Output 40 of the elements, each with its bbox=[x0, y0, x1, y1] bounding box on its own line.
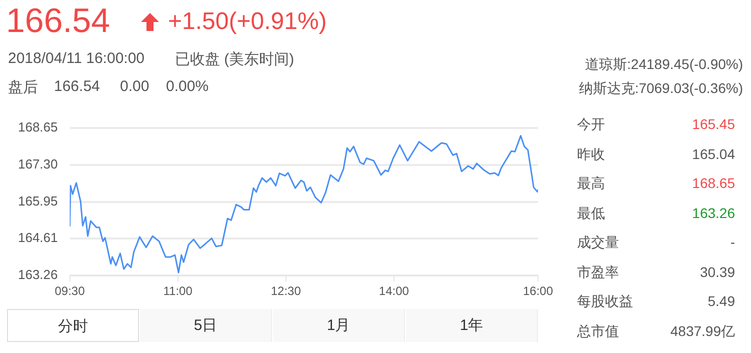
text: 163.26 bbox=[692, 204, 735, 220]
chart-title: 166.54 bbox=[54, 78, 100, 95]
text: 今开 bbox=[577, 116, 605, 134]
text: 5.49 bbox=[708, 293, 735, 309]
y-tick-label: 165.95 bbox=[18, 193, 58, 208]
text: 每股收益 bbox=[577, 293, 633, 311]
text: 165.04 bbox=[692, 146, 735, 162]
text: - bbox=[730, 234, 735, 250]
text: 2018/04/11 16:00:00 bbox=[8, 50, 145, 67]
y-tick-label: 167.30 bbox=[18, 156, 58, 172]
text: 昨收 bbox=[577, 146, 605, 164]
x-tick-label: 09:30 bbox=[54, 284, 86, 298]
text: 最高 bbox=[577, 175, 605, 193]
text: 30.39 bbox=[700, 264, 735, 280]
x-tick-label: 14:00 bbox=[378, 284, 410, 298]
text: 0.00% bbox=[166, 78, 209, 95]
y-tick-label: 168.65 bbox=[18, 119, 58, 134]
text: 166.54 bbox=[6, 2, 110, 41]
chart-subtitle: +1.50(+0.91%) bbox=[168, 8, 327, 36]
text: 分时 bbox=[7, 309, 139, 342]
text: 市盈率 bbox=[577, 264, 619, 282]
text: 成交量 bbox=[577, 234, 619, 252]
text: 165.45 bbox=[692, 116, 735, 132]
text: 5日 bbox=[140, 309, 272, 342]
text: 盘后 bbox=[8, 78, 38, 97]
text: 0.00 bbox=[120, 78, 150, 95]
text: 1年 bbox=[406, 309, 538, 342]
text: 4837.99亿 bbox=[670, 322, 735, 340]
text: 纳斯达克:7069.03(-0.36%) bbox=[578, 80, 743, 98]
text: 已收盘 (美东时间) bbox=[175, 50, 294, 69]
text: 总市值 bbox=[577, 322, 619, 340]
x-tick-label: 11:00 bbox=[163, 284, 193, 298]
x-tick-label: 16:00 bbox=[522, 284, 554, 298]
text: 1月 bbox=[273, 309, 405, 342]
text: 最低 bbox=[577, 204, 605, 222]
text: 道琼斯:24189.45(-0.90%) bbox=[585, 56, 743, 74]
x-tick-label: 12:30 bbox=[270, 284, 302, 298]
y-tick-label: 164.61 bbox=[18, 230, 58, 246]
y-tick-label: 163.26 bbox=[18, 267, 58, 282]
text: 168.65 bbox=[692, 175, 735, 191]
